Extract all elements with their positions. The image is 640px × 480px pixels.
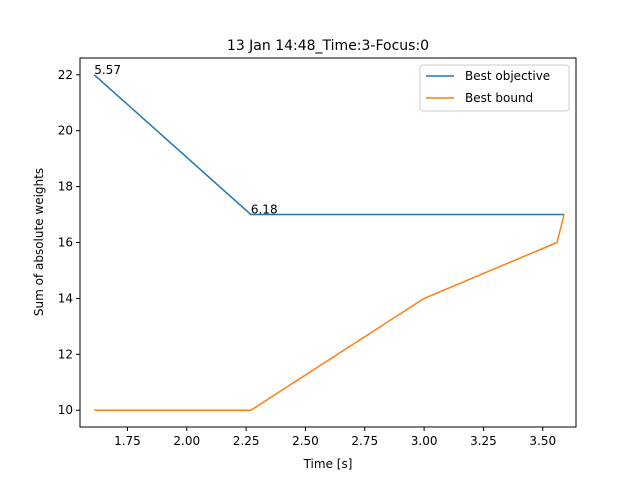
data-annotation: 6.18: [251, 203, 278, 217]
legend: Best objective Best bound: [419, 64, 570, 112]
y-axis: 10 12 14 16 18 20 22: [58, 68, 80, 417]
y-tick-label: 20: [58, 124, 73, 138]
x-tick-label: 2.00: [173, 434, 200, 448]
annotations: 5.57 6.18: [94, 63, 277, 217]
x-tick-label: 2.25: [233, 434, 260, 448]
x-tick-label: 3.25: [470, 434, 497, 448]
legend-box: [419, 64, 570, 112]
y-tick-label: 18: [58, 180, 73, 194]
x-tick-label: 3.50: [529, 434, 556, 448]
chart-title: 13 Jan 14:48_Time:3-Focus:0: [227, 38, 429, 54]
y-tick-label: 16: [58, 236, 73, 250]
y-tick-label: 10: [58, 403, 73, 417]
legend-label: Best objective: [465, 69, 550, 83]
plot-frame: [79, 57, 577, 428]
series-layer: [93, 74, 565, 411]
x-tick-label: 1.75: [114, 434, 141, 448]
x-axis: 1.75 2.00 2.25 2.50 2.75 3.00 3.25 3.50: [114, 427, 556, 448]
series-line-best-bound: [94, 214, 565, 411]
x-tick-label: 2.75: [351, 434, 378, 448]
x-tick-label: 3.00: [411, 434, 438, 448]
y-tick-label: 12: [58, 347, 73, 361]
legend-label: Best bound: [465, 91, 533, 105]
x-tick-label: 2.50: [292, 434, 319, 448]
x-axis-label: Time [s]: [303, 457, 353, 471]
y-tick-label: 22: [58, 68, 73, 82]
data-annotation: 5.57: [94, 63, 121, 77]
series-line-best-objective: [93, 74, 565, 216]
y-axis-label: Sum of absolute weights: [32, 168, 46, 316]
y-tick-label: 14: [58, 291, 73, 305]
